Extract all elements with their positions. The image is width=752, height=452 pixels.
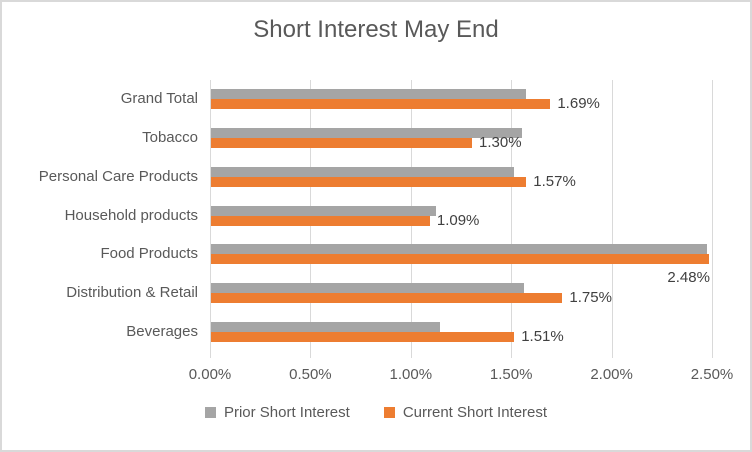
data-label: 1.57% xyxy=(533,172,576,190)
category-label: Personal Care Products xyxy=(38,167,198,185)
gridline xyxy=(712,80,713,358)
x-axis-tick-label: 0.50% xyxy=(289,366,332,383)
x-axis-tick-label: 2.00% xyxy=(590,366,633,383)
legend-label: Current Short Interest xyxy=(402,404,548,421)
prior-short-interest-bar xyxy=(211,244,707,255)
legend-label: Prior Short Interest xyxy=(223,404,350,421)
gridline xyxy=(210,80,211,358)
plot-area xyxy=(210,80,713,358)
current-short-interest-bar xyxy=(211,331,515,342)
category-label: Grand Total xyxy=(120,90,198,108)
prior-short-interest-bar xyxy=(211,166,515,177)
current-short-interest-bar xyxy=(211,292,563,303)
category-label: Beverages xyxy=(126,322,198,340)
x-axis-tick-label: 1.50% xyxy=(489,366,533,383)
legend-swatch-icon xyxy=(204,407,216,418)
gridline xyxy=(611,80,613,358)
data-label: 2.48% xyxy=(667,269,710,287)
current-short-interest-bar xyxy=(211,99,551,110)
gridline xyxy=(511,80,513,358)
prior-short-interest-bar xyxy=(211,128,523,139)
prior-short-interest-bar xyxy=(211,89,527,100)
category-label: Food Products xyxy=(100,245,198,263)
data-label: 1.30% xyxy=(479,134,522,152)
data-label: 1.69% xyxy=(557,95,600,113)
current-short-interest-bar xyxy=(211,215,430,226)
x-axis-tick-label: 1.00% xyxy=(389,366,433,383)
prior-short-interest-bar xyxy=(211,321,440,332)
x-axis-tick-label: 2.50% xyxy=(690,366,734,383)
data-label: 1.51% xyxy=(521,327,564,345)
chart-title: Short Interest May End xyxy=(253,16,499,43)
prior-short-interest-bar xyxy=(211,205,436,216)
data-label: 1.09% xyxy=(436,211,480,229)
current-short-interest-bar xyxy=(211,254,709,265)
category-label: Household products xyxy=(64,206,198,224)
x-axis-tick-label: 0.00% xyxy=(188,366,232,383)
legend-swatch-icon xyxy=(383,407,395,418)
data-label: 1.75% xyxy=(569,288,612,306)
current-short-interest-bar xyxy=(211,176,527,187)
category-label: Distribution & Retail xyxy=(66,283,198,301)
category-label: Tobacco xyxy=(142,129,198,147)
legend-entry: Prior Short Interest xyxy=(204,404,350,421)
current-short-interest-bar xyxy=(211,138,473,149)
prior-short-interest-bar xyxy=(211,282,525,293)
legend: Prior Short Interest Current Short Intere… xyxy=(2,404,750,421)
legend-entry: Current Short Interest xyxy=(383,404,548,421)
